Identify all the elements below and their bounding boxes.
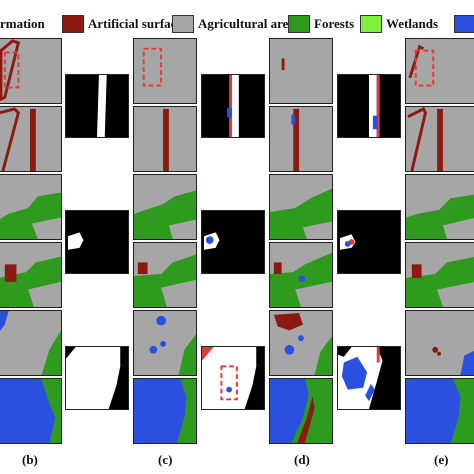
map-c-row1-bottom [133,106,197,172]
map-b-row2-bottom [0,242,62,308]
mask-d-row1 [337,74,401,138]
mask-c-row2 [201,210,265,274]
legend-item-wetlands: Wetlands [360,14,438,34]
legend-item-water [454,14,474,34]
legend-swatch-wetlands [360,15,382,33]
legend-item-agricultural-areas: Agricultural areas [172,14,300,34]
map-d-row2-bottom [269,242,333,308]
map-e-row1-top [405,38,474,104]
map-b-row2-top [0,174,62,240]
mask-c-row3 [201,346,265,410]
mask-gt-row1 [65,74,129,138]
map-e-row2-top [405,174,474,240]
map-d-row1-top [269,38,333,104]
legend-swatch-forests [288,15,310,33]
map-c-row2-bottom [133,242,197,308]
mask-gt-row2 [65,210,129,274]
panel-label-c: (c) [158,452,173,467]
legend-item-artificial-surfaces: Artificial surfaces [62,14,187,34]
legend-item-change: rmation [0,16,45,31]
map-c-row2-top [133,174,197,240]
legend: rmation Artificial surfaces Agricultural… [0,14,474,34]
map-c-row3-top [133,310,197,376]
map-d-row3-bottom [269,378,333,444]
map-b-row3-bottom [0,378,62,444]
mask-d-row3 [337,346,401,410]
map-e-row3-top [405,310,474,376]
legend-swatch-water [454,15,474,33]
map-c-row1-top [133,38,197,104]
legend-item-forests: Forests [288,14,354,34]
map-b-row1-bottom [0,106,62,172]
mask-gt-row3 [65,346,129,410]
panel-label-d: (d) [294,452,310,467]
map-d-row2-top [269,174,333,240]
legend-swatch-artificial [62,15,84,33]
map-d-row1-bottom [269,106,333,172]
map-e-row2-bottom [405,242,474,308]
map-c-row3-bottom [133,378,197,444]
map-e-row1-bottom [405,106,474,172]
panel-label-e: (e) [434,452,449,467]
map-d-row3-top [269,310,333,376]
map-b-row1-top [0,38,62,104]
legend-swatch-agricultural [172,15,194,33]
map-b-row3-top [0,310,62,376]
panel-label-b: (b) [22,452,38,467]
mask-c-row1 [201,74,265,138]
map-e-row3-bottom [405,378,474,444]
mask-d-row2 [337,210,401,274]
